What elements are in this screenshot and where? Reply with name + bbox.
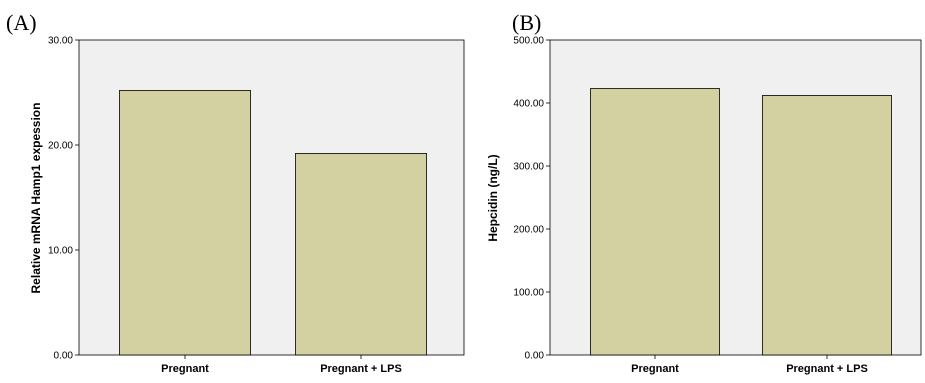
panel-label-b: (B) [512, 10, 541, 35]
panel-b: (B) Hepcidin (ng/L) 0.00 100.00 200.00 300.… [486, 10, 922, 375]
y-axis-label-a: Relative mRNA Hamp1 expession [29, 103, 43, 294]
y-tick-label-b: 200.00 [513, 225, 544, 236]
category-labels-a: Pregnant Pregnant + LPS [161, 355, 402, 375]
y-ticks-a: 0.00 10.00 20.00 30.00 [48, 36, 79, 362]
y-tick-label-a: 20.00 [48, 141, 73, 152]
category-label-b-2: Pregnant + LPS [786, 363, 868, 375]
bar-a-2 [295, 152, 427, 356]
category-labels-b: Pregnant Pregnant + LPS [631, 355, 868, 375]
y-tick-label-b: 100.00 [513, 288, 544, 299]
category-label-b-1: Pregnant [631, 363, 679, 375]
y-tick-label-a: 10.00 [48, 246, 73, 257]
y-tick-label-b: 400.00 [513, 99, 544, 110]
bar-b-1 [590, 88, 720, 356]
y-ticks-b: 0.00 100.00 200.00 300.00 400.00 500.00 [513, 36, 550, 362]
bar-a-1 [119, 90, 251, 356]
bar-b-2 [762, 95, 892, 356]
y-tick-label-b: 500.00 [513, 36, 544, 47]
y-axis-label-b: Hepcidin (ng/L) [486, 154, 500, 241]
y-tick-label-b: 300.00 [513, 162, 544, 173]
panel-label-a: (A) [6, 10, 37, 35]
y-tick-label-a: 0.00 [54, 351, 74, 362]
category-label-a-2: Pregnant + LPS [320, 363, 402, 375]
category-label-a-1: Pregnant [161, 363, 209, 375]
panel-a: (A) Relative mRNA Hamp1 expession 0.00 10… [6, 10, 465, 375]
y-tick-label-b: 0.00 [525, 351, 545, 362]
y-tick-label-a: 30.00 [48, 36, 73, 47]
